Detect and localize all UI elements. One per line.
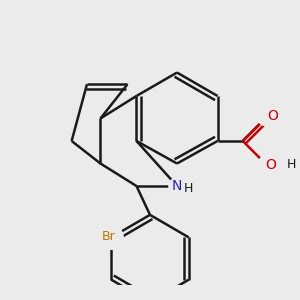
Text: O: O: [267, 109, 278, 123]
Text: H: H: [184, 182, 194, 195]
Circle shape: [99, 226, 123, 249]
Text: O: O: [265, 158, 276, 172]
Text: Br: Br: [102, 230, 116, 243]
Circle shape: [258, 157, 272, 170]
Text: N: N: [172, 179, 182, 193]
Circle shape: [258, 112, 272, 125]
Text: H: H: [286, 158, 296, 171]
Circle shape: [169, 178, 185, 194]
